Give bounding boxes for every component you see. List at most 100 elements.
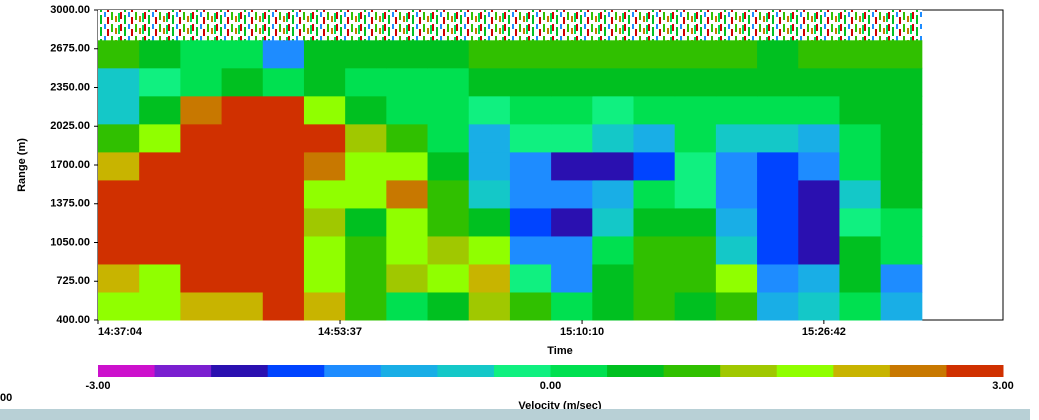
x-tick-label: 15:10:10 [560, 326, 604, 338]
cell [592, 151, 634, 181]
cell [509, 123, 552, 153]
cell [221, 179, 264, 209]
cell [798, 39, 840, 69]
colorbar-swatch [493, 365, 551, 377]
y-tick-label: 2025.00 [50, 120, 90, 132]
no-data [139, 10, 181, 41]
cell [468, 95, 511, 125]
cell [674, 291, 717, 321]
colorbar-swatch [98, 365, 156, 377]
cell [180, 207, 223, 237]
cell [386, 207, 429, 237]
cell [757, 39, 799, 69]
cell [798, 235, 840, 265]
cell [880, 207, 923, 237]
cell [798, 123, 840, 153]
no-data [386, 10, 429, 41]
cell [509, 235, 552, 265]
cell [509, 151, 552, 181]
cell [880, 95, 923, 125]
cell [633, 67, 676, 97]
cell [757, 123, 799, 153]
cell [303, 263, 346, 293]
cell [715, 179, 758, 209]
cell [551, 151, 593, 181]
cell [98, 123, 140, 153]
cell [633, 291, 676, 321]
no-data [345, 10, 387, 41]
cell [798, 263, 840, 293]
colorbar-swatch [437, 365, 495, 377]
no-data [674, 10, 717, 41]
y-tick-label: 725.00 [56, 275, 90, 287]
y-tick-label: 1050.00 [50, 236, 90, 248]
cell [674, 123, 717, 153]
cell [757, 179, 799, 209]
cell [633, 39, 676, 69]
cell [674, 235, 717, 265]
no-data [839, 10, 882, 41]
cell [674, 67, 717, 97]
cell [98, 39, 140, 69]
cell [551, 291, 593, 321]
cell [592, 291, 634, 321]
cell [427, 291, 470, 321]
cell [98, 95, 140, 125]
cell [303, 179, 346, 209]
cell [592, 123, 634, 153]
colorbar-tick-label: 0.00 [540, 380, 561, 392]
no-data [303, 10, 346, 41]
cell [180, 291, 223, 321]
cell [180, 263, 223, 293]
cell [303, 39, 346, 69]
cell [468, 179, 511, 209]
cell [633, 235, 676, 265]
cell [839, 151, 882, 181]
cell [427, 95, 470, 125]
cell [509, 263, 552, 293]
cell [139, 151, 181, 181]
cell [180, 95, 223, 125]
cell [551, 123, 593, 153]
cell [386, 123, 429, 153]
cell [180, 179, 223, 209]
cell [509, 291, 552, 321]
no-data [221, 10, 264, 41]
cell [839, 263, 882, 293]
cell [880, 123, 923, 153]
cell [551, 235, 593, 265]
cell [98, 207, 140, 237]
cell [633, 207, 676, 237]
colorbar-swatch [550, 365, 608, 377]
cell [221, 39, 264, 69]
cell [386, 179, 429, 209]
cell [139, 123, 181, 153]
cell [551, 263, 593, 293]
no-data [98, 10, 140, 41]
colorbar-swatch [889, 365, 947, 377]
colorbar-swatch [946, 365, 1004, 377]
cell [715, 151, 758, 181]
cell [880, 263, 923, 293]
colorbar-swatch [324, 365, 382, 377]
cell [468, 39, 511, 69]
cell [98, 179, 140, 209]
cell [98, 67, 140, 97]
colorbar-swatch [211, 365, 269, 377]
cell [674, 179, 717, 209]
cell [139, 179, 181, 209]
cell [633, 179, 676, 209]
colorbar-swatch [267, 365, 325, 377]
cell [345, 263, 387, 293]
cell [345, 235, 387, 265]
x-tick-label: 14:37:04 [98, 326, 143, 338]
no-data [880, 10, 923, 41]
cell [427, 67, 470, 97]
cell [633, 263, 676, 293]
cell [468, 207, 511, 237]
colorbar-swatch [663, 365, 721, 377]
cell [427, 207, 470, 237]
cell [303, 95, 346, 125]
colorbar-label: Velocity (m/sec) [518, 400, 601, 412]
cell [221, 123, 264, 153]
